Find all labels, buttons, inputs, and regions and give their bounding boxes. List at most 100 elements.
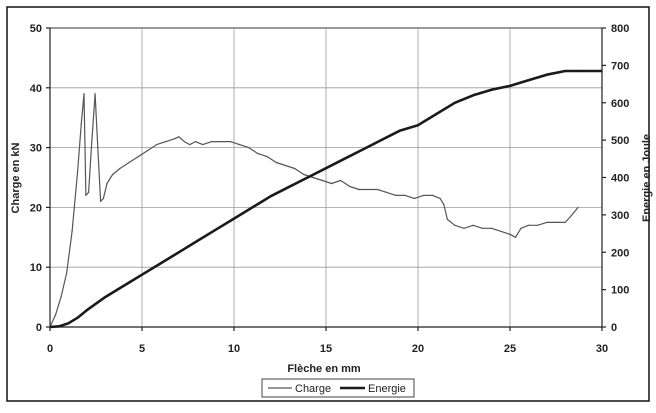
data-point-energie xyxy=(67,322,70,325)
data-point-charge xyxy=(80,122,83,125)
series-line-energie xyxy=(49,69,602,329)
x-tick-label: 20 xyxy=(412,343,424,355)
data-point-energie xyxy=(196,240,199,242)
data-point-charge xyxy=(442,203,445,206)
data-point-energie xyxy=(288,185,291,188)
data-point-charge xyxy=(99,200,102,203)
data-point-charge xyxy=(545,221,548,224)
data-point-charge xyxy=(569,215,572,218)
data-point-charge xyxy=(463,227,465,230)
data-point-charge xyxy=(76,170,79,173)
series-group xyxy=(49,69,603,329)
data-point-energie xyxy=(527,79,530,82)
data-point-charge xyxy=(85,194,87,197)
data-point-charge xyxy=(413,197,416,200)
y-tick-label: 10 xyxy=(30,262,42,274)
data-point-energie xyxy=(122,285,125,287)
data-point-energie xyxy=(472,94,475,97)
data-point-charge xyxy=(257,152,259,155)
data-point-energie xyxy=(564,70,567,72)
data-point-charge xyxy=(339,179,342,182)
data-point-charge xyxy=(54,314,57,316)
data-point-charge xyxy=(211,140,213,143)
data-point-energie xyxy=(58,325,61,328)
data-point-charge xyxy=(87,191,90,194)
x-tick-label: 15 xyxy=(320,343,332,355)
data-point-charge xyxy=(564,221,567,224)
data-point-charge xyxy=(194,140,197,143)
data-point-energie xyxy=(435,113,438,115)
data-point-energie xyxy=(251,206,254,209)
y-tick-label: 40 xyxy=(30,83,42,95)
data-point-charge xyxy=(312,176,314,179)
data-point-energie xyxy=(49,326,51,328)
y2-tick-label: 300 xyxy=(611,210,629,222)
data-point-charge xyxy=(188,143,191,146)
y2-axis-title: Energie en Joule xyxy=(641,134,653,222)
data-point-charge xyxy=(275,161,278,164)
data-point-energie xyxy=(343,157,346,160)
data-point-energie xyxy=(104,296,107,298)
data-point-charge xyxy=(577,206,579,209)
data-point-energie xyxy=(233,217,235,220)
data-point-energie xyxy=(361,148,364,151)
data-point-charge xyxy=(446,218,449,221)
data-point-charge xyxy=(293,167,296,170)
x-tick-label: 0 xyxy=(47,343,53,355)
y2-tick-label: 200 xyxy=(611,247,629,259)
data-point-energie xyxy=(141,273,143,276)
y2-tick-label: 800 xyxy=(611,23,629,35)
legend-box xyxy=(261,378,415,398)
data-point-energie xyxy=(177,251,180,254)
data-point-charge xyxy=(174,137,177,140)
data-point-charge xyxy=(367,188,370,191)
data-point-charge xyxy=(431,194,434,197)
data-point-charge xyxy=(490,227,493,230)
data-point-charge xyxy=(527,224,530,227)
x-tick-label: 30 xyxy=(596,343,608,355)
data-point-charge xyxy=(422,194,425,197)
data-point-charge xyxy=(177,135,180,138)
data-point-charge xyxy=(220,140,223,143)
data-point-charge xyxy=(395,194,397,197)
data-point-charge xyxy=(146,149,149,152)
x-tick-label: 5 xyxy=(139,343,145,355)
legend: Charge Energie xyxy=(261,378,415,398)
axes: 0 5 10 15 20 25 300102030405001002003004005006… xyxy=(30,23,630,355)
data-point-charge xyxy=(453,224,456,227)
y-axis-title: Charge en kN xyxy=(10,142,22,213)
y2-tick-label: 100 xyxy=(611,285,629,297)
data-point-charge xyxy=(520,227,522,230)
data-point-energie xyxy=(398,129,401,132)
data-point-energie xyxy=(159,262,162,265)
data-point-charge xyxy=(111,173,114,176)
data-point-charge xyxy=(247,146,250,149)
data-point-energie xyxy=(76,316,79,319)
data-point-charge xyxy=(481,227,484,230)
y2-tick-label: 700 xyxy=(611,60,629,72)
data-point-charge xyxy=(165,140,167,143)
data-point-energie xyxy=(214,228,217,231)
data-point-charge xyxy=(349,185,351,188)
x-axis-title: Flèche en mm xyxy=(287,363,361,375)
data-point-charge xyxy=(499,230,502,233)
y2-tick-label: 600 xyxy=(611,98,629,110)
data-point-energie xyxy=(325,167,327,170)
data-point-charge xyxy=(60,296,62,298)
series-line-charge xyxy=(49,93,579,328)
data-point-energie xyxy=(85,309,88,312)
data-point-charge xyxy=(555,221,557,224)
data-point-charge xyxy=(303,173,305,176)
y2-tick-label: 500 xyxy=(611,135,629,147)
data-point-charge xyxy=(137,155,140,158)
data-point-charge xyxy=(385,191,388,194)
data-point-charge xyxy=(472,224,475,227)
data-point-charge xyxy=(90,146,93,149)
data-point-charge xyxy=(404,194,406,197)
y-tick-label: 20 xyxy=(30,202,42,214)
data-point-charge xyxy=(358,188,360,191)
data-point-charge xyxy=(102,197,105,200)
data-point-energie xyxy=(601,70,603,72)
data-point-energie xyxy=(509,85,511,87)
data-point-charge xyxy=(183,140,186,143)
